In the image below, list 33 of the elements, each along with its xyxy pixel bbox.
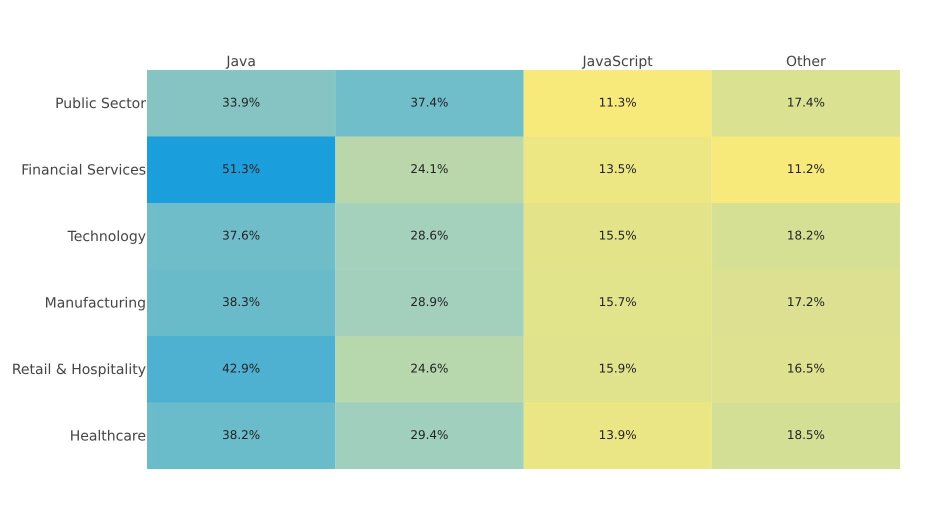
data-label: 38.3%: [222, 294, 260, 309]
y-tick-label: Technology: [66, 229, 146, 246]
data-label: 13.9%: [598, 428, 637, 442]
x-tick-label: Other: [786, 54, 826, 70]
y-tick-label: Manufacturing: [44, 296, 146, 312]
data-label: 38.2%: [222, 428, 260, 442]
data-label: 17.4%: [786, 95, 825, 110]
data-label: 28.6%: [410, 228, 448, 242]
x-tick-label: JavaScript: [582, 54, 654, 70]
data-label: 51.3%: [222, 162, 260, 176]
data-label: 17.2%: [786, 294, 825, 309]
data-label: 18.5%: [786, 428, 825, 442]
data-label: 11.3%: [598, 95, 637, 110]
data-label: 16.5%: [786, 361, 825, 376]
data-label: 24.6%: [410, 361, 448, 376]
data-label: 24.1%: [410, 162, 448, 176]
data-label: 42.9%: [222, 361, 260, 376]
data-label: 33.9%: [222, 95, 260, 110]
data-label: 15.7%: [598, 294, 637, 309]
data-label: 11.2%: [786, 162, 825, 176]
y-tick-label: Public Sector: [55, 96, 146, 112]
x-tick-label: Java: [225, 54, 256, 70]
data-label: 28.9%: [410, 294, 448, 309]
data-label: 37.6%: [222, 228, 260, 242]
data-label: 15.9%: [598, 361, 637, 376]
data-label: 29.4%: [410, 428, 448, 442]
y-tick-label: Retail & Hospitality: [12, 362, 146, 378]
data-label: 18.2%: [786, 228, 825, 242]
y-tick-label: Healthcare: [70, 428, 146, 445]
data-label: 15.5%: [598, 228, 637, 242]
y-tick-label: Financial Services: [21, 162, 146, 179]
data-label: 37.4%: [410, 95, 448, 110]
data-label: 13.5%: [598, 162, 637, 176]
